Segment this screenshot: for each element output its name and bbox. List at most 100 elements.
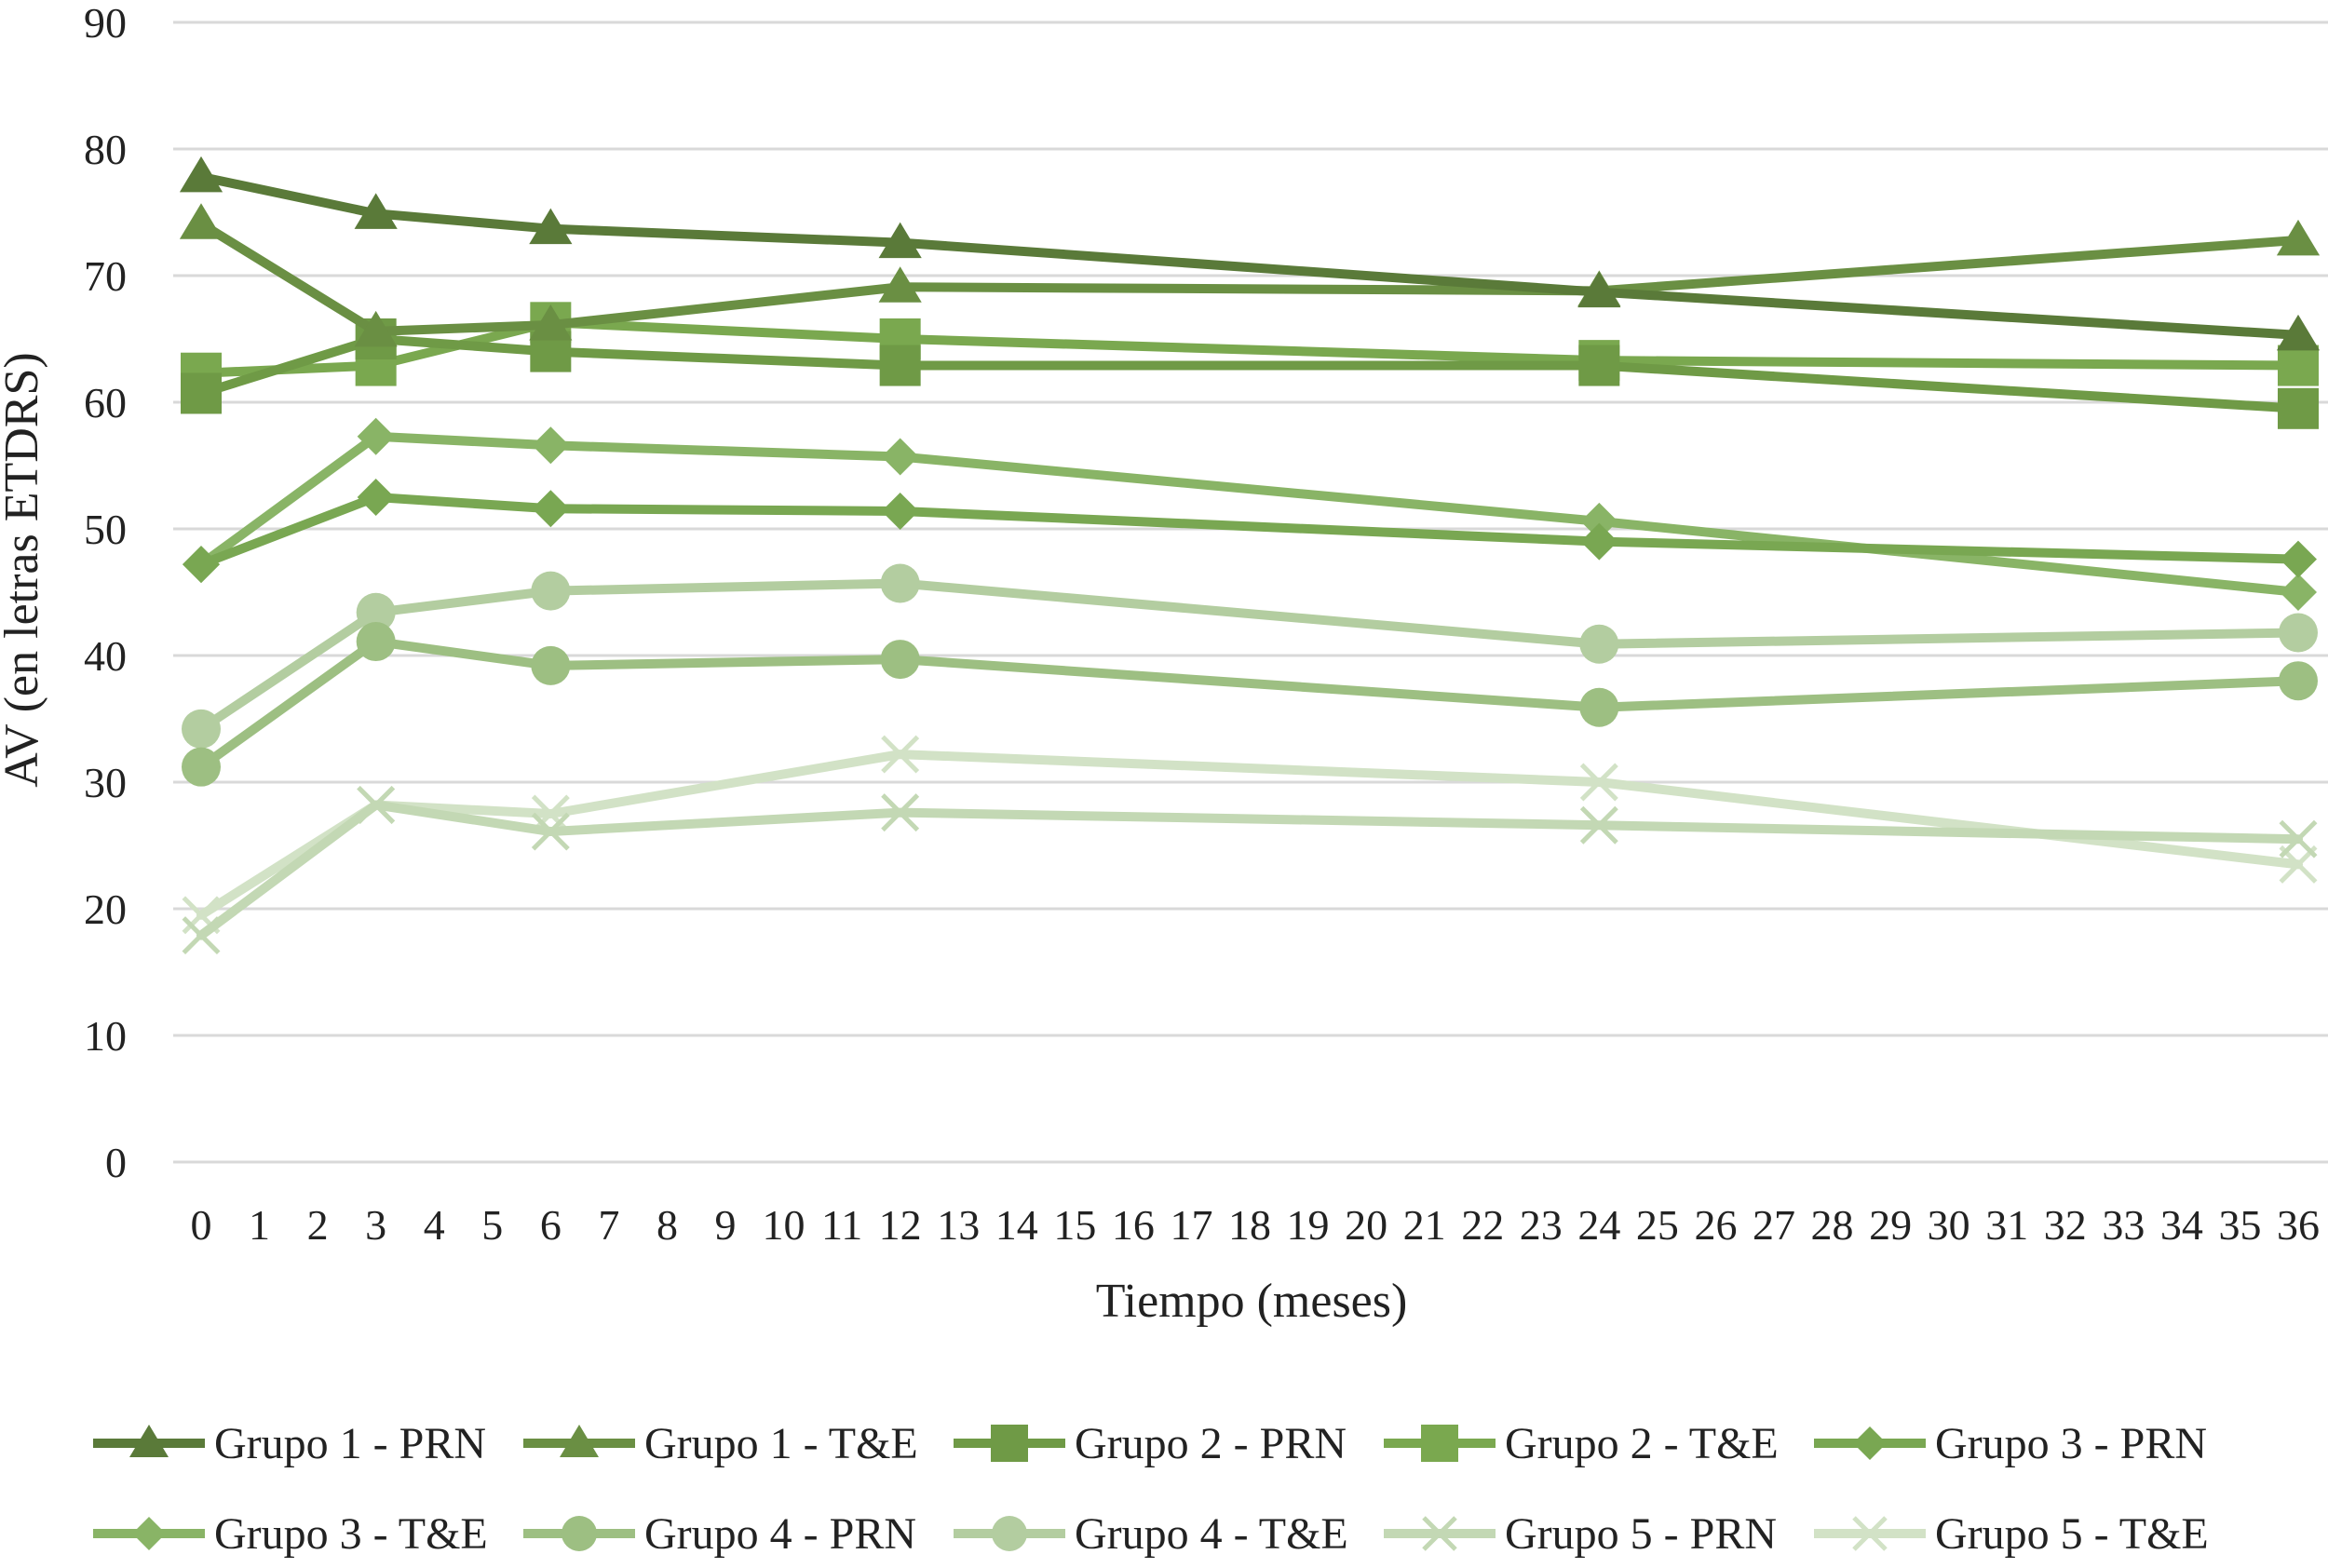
legend-swatch-marker [992, 1516, 1027, 1551]
data-point [881, 735, 920, 774]
data-point [181, 372, 222, 414]
legend-swatch-marker [129, 1425, 169, 1457]
series-6 [183, 417, 2317, 611]
x-tick-label: 24 [1577, 1201, 1620, 1249]
data-point [2279, 613, 2318, 653]
data-point [531, 645, 571, 685]
data-point [529, 304, 573, 341]
x-tick-label: 32 [2044, 1201, 2087, 1249]
x-tick-label: 35 [2218, 1201, 2261, 1249]
legend-swatch-marker [1853, 1426, 1887, 1460]
legend-item: Grupo 2 - PRN [954, 1419, 1347, 1468]
series-line [196, 800, 2303, 940]
legend-item: Grupo 1 - T&E [523, 1419, 918, 1468]
data-point [182, 916, 221, 955]
legend-swatch-marker [1421, 1425, 1458, 1462]
legend-label: Grupo 5 - T&E [1935, 1509, 2209, 1559]
data-point [354, 193, 398, 229]
data-point [2276, 219, 2321, 256]
x-tick-label: 8 [656, 1201, 678, 1249]
data-point [357, 479, 395, 516]
legend-label: Grupo 1 - T&E [644, 1419, 918, 1468]
x-tick-label: 15 [1053, 1201, 1096, 1249]
x-tick-label: 25 [1636, 1201, 1679, 1249]
legend-swatch-marker [991, 1425, 1028, 1462]
y-tick-label: 80 [84, 126, 127, 173]
x-tick-label: 21 [1403, 1201, 1446, 1249]
data-point [881, 438, 919, 476]
x-tick-label: 20 [1345, 1201, 1387, 1249]
data-point [880, 563, 920, 603]
x-marker-stroke [1852, 1516, 1888, 1551]
x-tick-label: 4 [424, 1201, 445, 1249]
y-axis-title: AV (en letras ETDRS) [0, 352, 48, 787]
legend-swatch-marker [560, 1425, 599, 1457]
y-tick-label: 40 [84, 632, 127, 680]
data-point [183, 546, 220, 584]
data-point [179, 155, 223, 193]
x-marker-stroke [357, 786, 396, 824]
data-point [1579, 763, 1618, 802]
data-point [532, 426, 570, 465]
x-tick-label: 2 [307, 1201, 329, 1249]
legend-label: Grupo 2 - T&E [1505, 1419, 1779, 1468]
x-tick-label: 14 [995, 1201, 1038, 1249]
y-tick-label: 0 [105, 1139, 127, 1186]
x-tick-label: 23 [1520, 1201, 1563, 1249]
gridlines [173, 20, 2328, 1164]
series-line [196, 334, 2303, 413]
series-1 [179, 155, 2321, 351]
data-point [354, 310, 398, 347]
data-point [2278, 345, 2319, 386]
x-tick-label: 26 [1694, 1201, 1737, 1249]
data-point [179, 203, 223, 239]
data-point [182, 747, 221, 787]
x-tick-label: 1 [249, 1201, 270, 1249]
data-point [1579, 687, 1619, 727]
x-tick-label: 19 [1287, 1201, 1330, 1249]
x-tick-label: 0 [191, 1201, 212, 1249]
legend-label: Grupo 1 - PRN [214, 1419, 486, 1468]
y-tick-label: 20 [84, 885, 127, 933]
legend-swatch-marker [1852, 1516, 1888, 1551]
x-tick-label: 9 [715, 1201, 737, 1249]
x-marker-stroke [1579, 763, 1618, 802]
legend-item: Grupo 3 - PRN [1814, 1419, 2207, 1468]
x-marker-stroke [2279, 819, 2318, 858]
data-point [182, 709, 221, 749]
legend-item: Grupo 4 - PRN [523, 1509, 916, 1559]
y-tick-label: 10 [84, 1012, 127, 1060]
x-marker-stroke [1579, 805, 1618, 845]
legend-swatch-marker [132, 1517, 166, 1550]
series-7 [182, 622, 2318, 787]
y-tick-label: 30 [84, 759, 127, 806]
series-5 [183, 479, 2317, 584]
series-layer [179, 155, 2321, 955]
data-point [1577, 271, 1621, 308]
series-line [196, 637, 2303, 772]
data-point [2279, 661, 2318, 701]
data-point [356, 592, 396, 632]
data-point [529, 208, 573, 245]
x-tick-label: 5 [481, 1201, 503, 1249]
x-tick-label: 17 [1170, 1201, 1212, 1249]
y-tick-label: 60 [84, 379, 127, 426]
x-marker-stroke [1422, 1516, 1457, 1551]
x-tick-label: 3 [365, 1201, 386, 1249]
legend-label: Grupo 3 - T&E [214, 1509, 488, 1559]
x-tick-label: 12 [879, 1201, 922, 1249]
x-tick-label: 18 [1228, 1201, 1271, 1249]
x-tick-label: 28 [1811, 1201, 1854, 1249]
legend-label: Grupo 4 - T&E [1075, 1509, 1348, 1559]
x-tick-label: 22 [1461, 1201, 1504, 1249]
x-tick-label: 7 [598, 1201, 619, 1249]
legend-item: Grupo 1 - PRN [93, 1419, 486, 1468]
legend-item: Grupo 5 - T&E [1814, 1509, 2209, 1559]
data-point [531, 812, 570, 851]
data-point [356, 622, 396, 662]
legend: Grupo 1 - PRN Grupo 1 - T&E Grupo 2 - PRN G… [93, 1419, 2209, 1559]
legend-swatch-marker [562, 1516, 597, 1551]
data-point [1579, 624, 1619, 664]
x-tick-label: 27 [1753, 1201, 1795, 1249]
legend-item: Grupo 4 - T&E [954, 1509, 1348, 1559]
